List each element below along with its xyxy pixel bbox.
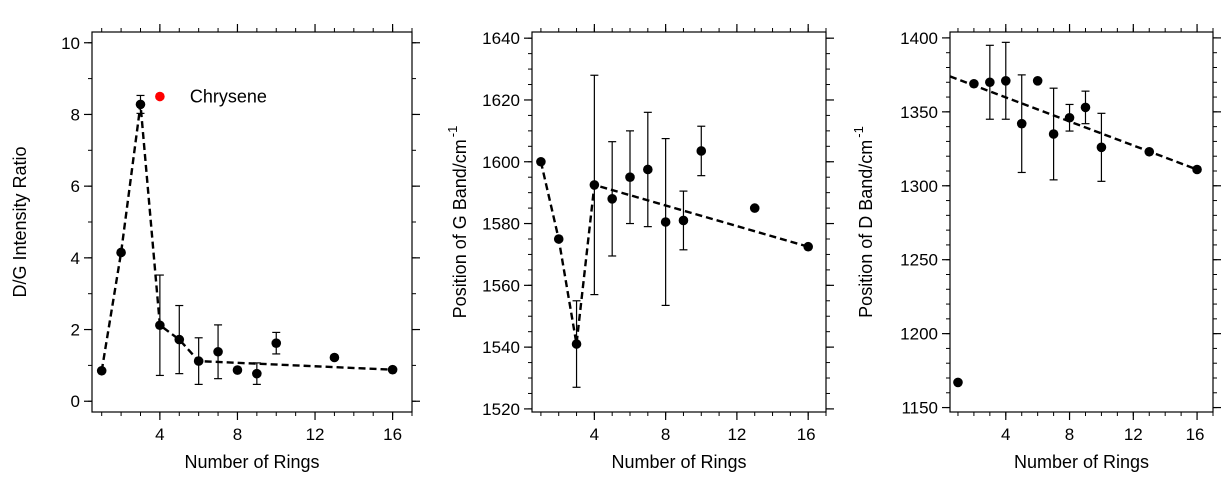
data-point [1048, 129, 1059, 139]
data-point [193, 356, 204, 366]
x-tick-label: 4 [590, 425, 599, 444]
y-tick-label: 1520 [482, 400, 520, 419]
x-tick-label: 8 [233, 425, 242, 444]
y-axis-label-superscript: -1 [851, 126, 866, 138]
x-tick-label: 8 [1065, 425, 1074, 444]
y-axis-label-text: Position of D Band/cm [856, 140, 876, 318]
y-tick-label: 1150 [901, 399, 938, 418]
data-point [96, 365, 107, 376]
x-axis-label: Number of Rings [184, 452, 319, 472]
data-point [387, 364, 398, 375]
y-axis-label: Position of D Band/cm -1 [851, 126, 876, 318]
legend-marker [155, 91, 165, 102]
data-point [1000, 75, 1011, 86]
data-point [116, 247, 126, 258]
data-point [1064, 112, 1075, 123]
x-tick-label: 12 [727, 425, 746, 444]
data-point [607, 194, 617, 204]
data-point [643, 164, 653, 175]
data-point [678, 215, 689, 226]
y-axis-label-superscript: -1 [445, 126, 460, 138]
x-tick-label: 16 [1186, 425, 1205, 444]
data-point [749, 203, 760, 213]
data-point [1032, 75, 1043, 86]
y-tick-label: 1540 [482, 338, 520, 357]
y-tick-label: 1640 [482, 29, 520, 48]
y-tick-label: 1580 [482, 215, 520, 234]
y-tick-label: 1350 [900, 103, 938, 122]
y-axis-label: Position of G Band/cm-1 [445, 126, 470, 319]
y-axis-label: D/G Intensity Ratio [10, 146, 30, 297]
data-point [969, 78, 979, 89]
y-tick-label: 1600 [482, 153, 520, 172]
y-tick-label: 0 [71, 392, 80, 411]
data-point [571, 339, 582, 349]
x-axis-label: Number of Rings [611, 452, 746, 472]
chart-d-band-position: 4 8 12 16 1150 1200 1250 1300 1350 1400 Number of … [851, 24, 1221, 472]
plot-frame [949, 31, 1214, 413]
x-tick-label: 8 [661, 425, 670, 444]
x-tick-label: 16 [797, 425, 816, 444]
y-tick-label: 1200 [900, 325, 938, 344]
y-axis-label-text: D/G Intensity Ratio [10, 146, 30, 297]
fit-line [100, 104, 393, 371]
data-point [252, 368, 262, 379]
data-point [1080, 102, 1091, 113]
data-point [1192, 164, 1202, 175]
y-tick-label: 1250 [900, 251, 938, 270]
x-tick-label: 4 [1001, 425, 1010, 444]
data-point [1096, 142, 1107, 153]
data-point [696, 146, 707, 156]
data-point [953, 377, 963, 388]
data-point [271, 338, 282, 348]
fit-line [539, 161, 809, 345]
data-point [1144, 146, 1155, 157]
fit-line [949, 75, 1198, 171]
y-tick-label: 2 [71, 321, 80, 340]
x-tick-label: 12 [306, 425, 325, 444]
chart-g-band-position: 4 8 12 16 1520 1540 1560 1580 1600 1620 1640 Number… [445, 24, 834, 472]
plot-frame [531, 31, 827, 413]
data-point [660, 217, 671, 227]
y-axis-label-text: Position of G Band/cm [450, 139, 470, 318]
x-axis-label: Number of Rings [1014, 452, 1149, 472]
data-point [985, 77, 995, 88]
data-point [536, 156, 546, 167]
data-point [174, 334, 185, 345]
data-point [135, 99, 146, 110]
data-point [155, 320, 165, 331]
y-tick-label: 6 [71, 177, 80, 196]
data-point [1016, 118, 1027, 129]
y-tick-label: 1300 [900, 177, 938, 196]
data-point [803, 241, 813, 252]
data-point [625, 172, 635, 183]
data-point [213, 346, 223, 357]
y-tick-label: 1620 [482, 91, 520, 110]
y-tick-label: 10 [61, 34, 80, 53]
data-point [232, 365, 243, 375]
y-tick-label: 8 [71, 105, 80, 124]
data-point [553, 234, 564, 244]
x-tick-label: 16 [383, 425, 402, 444]
y-tick-label: 4 [71, 249, 80, 268]
data-point [329, 352, 340, 363]
x-tick-label: 4 [155, 425, 164, 444]
legend-label: Chrysene [190, 87, 267, 107]
y-tick-label: 1400 [900, 29, 938, 48]
y-tick-label: 1560 [482, 276, 520, 295]
chart-dg-intensity-ratio: 4 8 12 16 0 2 4 6 8 10 Number of Rings D/G Intensit… [10, 24, 420, 472]
x-tick-label: 12 [1124, 425, 1143, 444]
data-point [589, 180, 600, 190]
